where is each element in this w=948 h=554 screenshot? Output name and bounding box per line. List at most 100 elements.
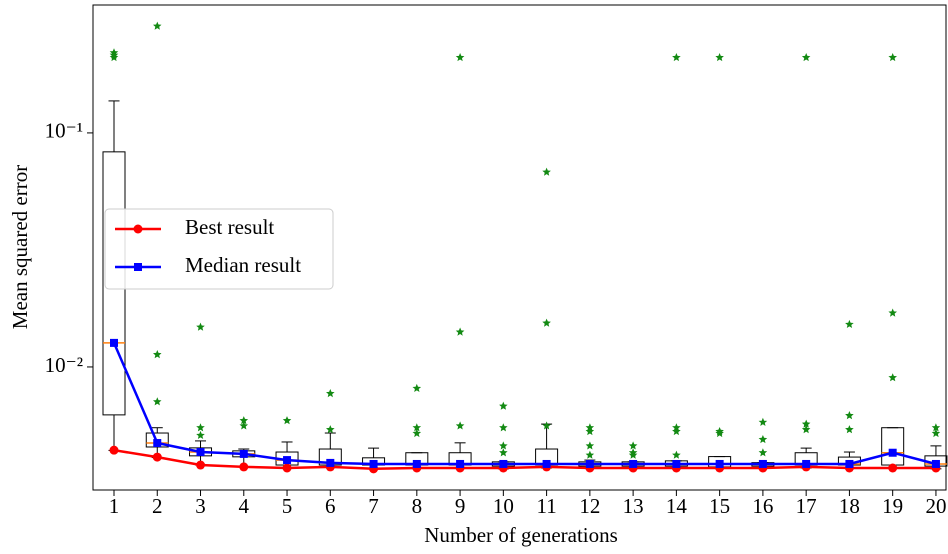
x-tick-label: 15: [709, 494, 730, 518]
point: [153, 439, 162, 448]
outlier: [196, 430, 205, 439]
legend-label: Best result: [185, 215, 274, 239]
outlier: [672, 427, 681, 436]
outlier: [239, 416, 249, 425]
outlier: [239, 421, 249, 430]
point: [326, 458, 335, 467]
outlier: [109, 53, 119, 62]
outlier: [412, 383, 422, 392]
outlier: [585, 427, 595, 436]
point: [931, 459, 940, 468]
y-tick-label: 10⁻²: [45, 353, 83, 377]
legend-label: Median result: [185, 253, 301, 277]
point: [239, 462, 249, 472]
point: [283, 456, 292, 465]
outlier: [628, 450, 638, 459]
outlier: [499, 423, 508, 432]
outlier: [845, 425, 854, 434]
outlier: [196, 322, 205, 331]
outlier: [153, 21, 162, 30]
legend-marker: [133, 224, 143, 234]
outlier: [282, 416, 292, 425]
outlier: [153, 397, 162, 406]
plot-frame: [92, 4, 947, 491]
outlier: [931, 428, 941, 438]
point: [369, 459, 378, 468]
series-line: [113, 448, 936, 471]
point: [672, 459, 681, 468]
point: [152, 452, 162, 462]
outlier: [412, 428, 422, 438]
point: [888, 463, 898, 473]
x-tick-label: 4: [239, 494, 250, 518]
outlier: [542, 167, 551, 176]
x-tick-label: 17: [796, 494, 817, 518]
x-tick-label: 8: [412, 494, 423, 518]
outlier: [801, 419, 811, 428]
x-tick-label: 20: [925, 494, 946, 518]
point: [109, 445, 119, 455]
outlier: [499, 441, 508, 450]
point: [239, 449, 248, 458]
x-tick-label: 11: [536, 494, 556, 518]
outlier: [715, 53, 724, 62]
x-tick-label: 10: [493, 494, 514, 518]
point: [585, 459, 594, 468]
outlier: [715, 428, 724, 438]
point: [715, 459, 724, 468]
outlier: [542, 421, 551, 430]
point: [110, 338, 118, 347]
outlier: [628, 441, 638, 450]
x-axis-label: Number of generations: [424, 523, 618, 547]
x-tick-label: 2: [152, 494, 163, 518]
x-tick-label: 6: [325, 494, 336, 518]
point: [802, 459, 811, 468]
x-tick-label: 3: [195, 494, 206, 518]
outlier: [758, 417, 768, 426]
outlier: [585, 450, 595, 459]
outlier: [672, 53, 681, 62]
x-tick-label: 1: [109, 494, 120, 518]
x-tick-label: 14: [666, 494, 688, 518]
outlier: [455, 327, 465, 336]
point: [196, 448, 205, 457]
x-tick-label: 16: [752, 494, 773, 518]
outlier: [585, 441, 595, 450]
point: [542, 459, 551, 468]
point: [758, 459, 767, 468]
outlier: [455, 53, 465, 62]
outlier: [758, 435, 768, 444]
outlier: [931, 423, 941, 432]
point: [412, 459, 421, 468]
box: [881, 427, 905, 466]
outlier: [758, 448, 768, 457]
point: [456, 459, 465, 468]
point: [282, 463, 292, 473]
series-line: [112, 342, 937, 466]
legend-box: [104, 208, 334, 290]
outlier: [801, 53, 811, 62]
outlier: [412, 423, 422, 432]
outlier: [801, 425, 811, 434]
x-tick-label: 7: [368, 494, 379, 518]
x-tick-label: 18: [839, 494, 860, 518]
point: [629, 459, 638, 468]
outlier: [499, 401, 508, 410]
outlier: [153, 350, 162, 359]
outlier: [499, 448, 508, 457]
x-tick-label: 5: [282, 494, 293, 518]
point: [196, 460, 206, 470]
point: [845, 459, 854, 468]
x-tick-label: 9: [455, 494, 466, 518]
outlier: [542, 318, 551, 327]
legend: Best result Median result: [104, 208, 334, 290]
legend-marker: [134, 263, 142, 271]
point: [499, 459, 508, 468]
y-axis-label: Mean squared error: [8, 165, 32, 329]
x-tick-label: 12: [579, 494, 600, 518]
point: [888, 448, 897, 457]
y-tick-label: 10⁻¹: [45, 119, 83, 143]
outlier: [455, 421, 465, 430]
